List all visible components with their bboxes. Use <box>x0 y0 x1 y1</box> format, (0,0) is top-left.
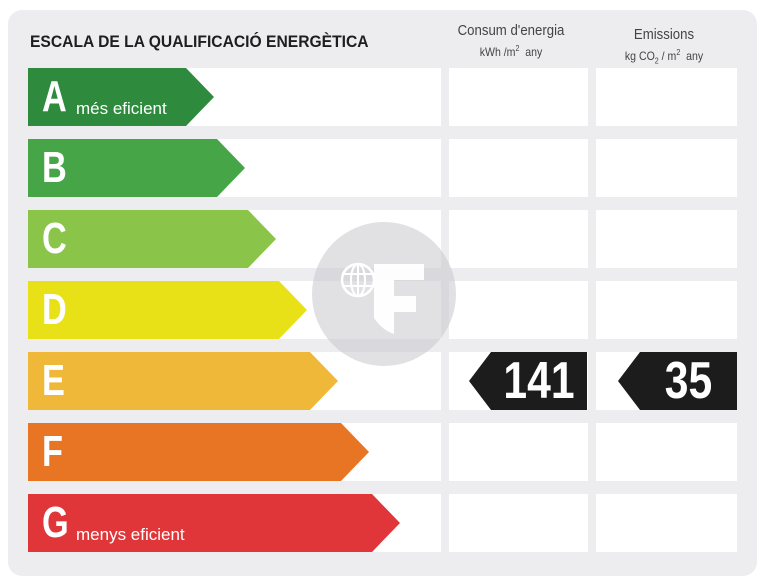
consum-cell <box>449 139 588 197</box>
page-title: ESCALA DE LA QUALIFICACIÓ ENERGÈTICA <box>30 32 369 51</box>
class-arrow-f: F <box>28 423 369 481</box>
emissions-rating-marker: 35 <box>618 352 737 410</box>
consum-column-label: Consum d'energia <box>457 22 565 39</box>
class-caption: menys eficient <box>76 525 185 544</box>
consum-column-header: Consum d'energia kWh /m2 any <box>450 22 572 59</box>
emissions-cell <box>596 210 737 268</box>
class-arrow-e: E <box>28 352 338 410</box>
emissions-cell <box>596 423 737 481</box>
emissions-cell <box>596 68 737 126</box>
class-arrow-d: D <box>28 281 307 339</box>
emissions-column-header: Emissions kg CO2 / m2 any <box>596 26 732 65</box>
emissions-rating-marker-text: 35 <box>664 352 713 410</box>
class-letter: E <box>42 356 65 405</box>
emissions-column-unit: kg CO2 / m2 any <box>624 48 704 66</box>
emissions-cell <box>596 139 737 197</box>
emissions-cell <box>596 494 737 552</box>
class-letter: C <box>42 214 67 263</box>
watermark-logo <box>312 222 456 366</box>
consum-cell <box>449 68 588 126</box>
consum-cell <box>449 494 588 552</box>
class-arrow-c: C <box>28 210 276 268</box>
consum-rating-marker: 141 <box>469 352 587 410</box>
consum-cell <box>449 210 588 268</box>
consum-rating-marker-text: 141 <box>503 352 575 410</box>
class-letter: F <box>42 427 63 476</box>
class-letter: B <box>42 143 67 192</box>
class-letter: A <box>42 72 67 121</box>
class-caption: més eficient <box>76 99 167 118</box>
emissions-column-label: Emissions <box>633 26 695 43</box>
emissions-cell <box>596 281 737 339</box>
class-arrow-b: B <box>28 139 245 197</box>
f-globe-logo-icon <box>340 262 424 334</box>
class-letter: D <box>42 285 67 334</box>
class-letter: G <box>42 498 69 547</box>
consum-cell <box>449 281 588 339</box>
consum-column-unit: kWh /m2 any <box>479 44 543 59</box>
consum-cell <box>449 423 588 481</box>
